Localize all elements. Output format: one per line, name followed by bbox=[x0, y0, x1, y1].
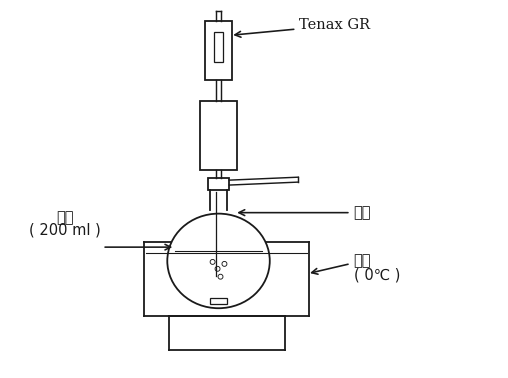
Text: ( 200 ml ): ( 200 ml ) bbox=[29, 223, 101, 238]
Polygon shape bbox=[213, 33, 224, 62]
Polygon shape bbox=[205, 20, 232, 80]
Ellipse shape bbox=[167, 214, 270, 308]
Text: 水浴: 水浴 bbox=[312, 253, 371, 274]
Polygon shape bbox=[200, 101, 237, 170]
Polygon shape bbox=[210, 298, 228, 304]
Text: ( 0℃ ): ( 0℃ ) bbox=[354, 267, 400, 282]
Text: Tenax GR: Tenax GR bbox=[235, 19, 370, 37]
Text: 啊酒: 啊酒 bbox=[56, 210, 74, 225]
Text: 氮气: 氮气 bbox=[239, 205, 371, 220]
Polygon shape bbox=[208, 178, 230, 190]
